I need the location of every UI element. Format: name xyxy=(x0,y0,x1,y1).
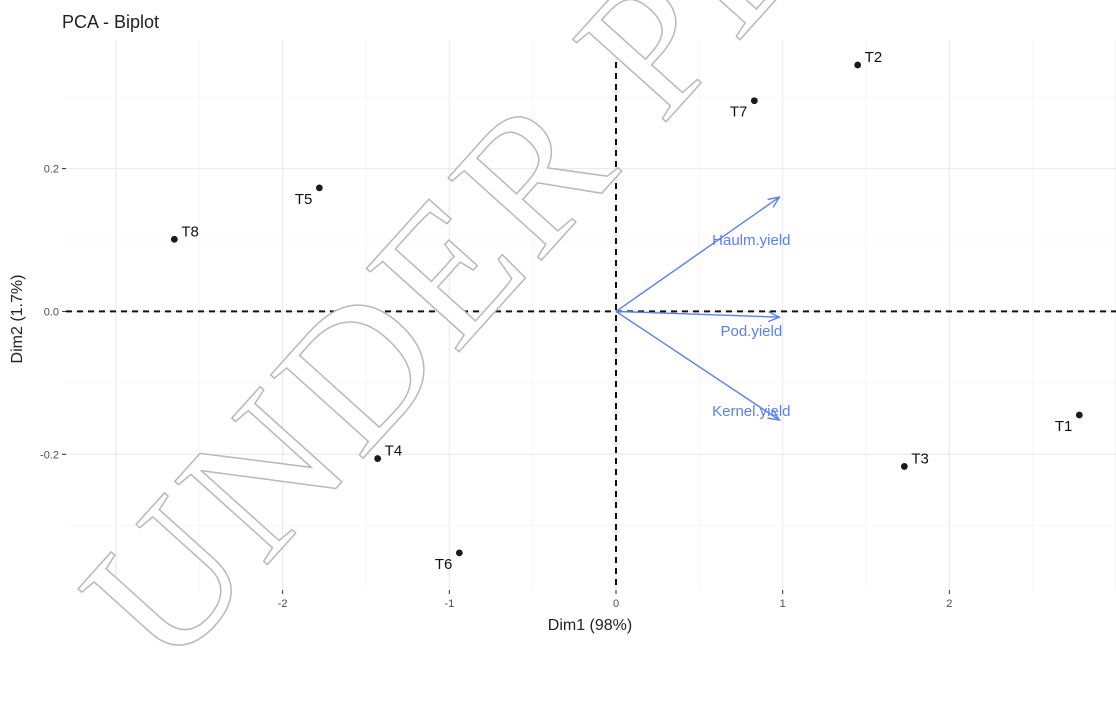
vector-arrow xyxy=(615,196,780,313)
pca-biplot-chart: PCA - Biplot Haulm.yield Pod.yield Kernel.… xyxy=(9,12,1116,634)
y-axis-label: Dim2 (1.7%) xyxy=(9,275,26,364)
point-label: T2 xyxy=(865,49,883,66)
point-t3 xyxy=(900,463,908,470)
point-t8 xyxy=(170,235,178,243)
x-tick-label: -1 xyxy=(444,598,454,610)
point-label: T3 xyxy=(911,450,929,467)
vector-arrow xyxy=(615,310,780,421)
point-label: T7 xyxy=(730,104,748,121)
y-tick-label: -0.2 xyxy=(40,449,59,461)
y-tick-label: 0.2 xyxy=(44,164,59,176)
observation-points: T1 T2 T3 T4 T5 T6 T7 T8 xyxy=(170,49,1083,573)
x-tick-label: 1 xyxy=(780,598,786,610)
point-label: T5 xyxy=(295,191,313,208)
point-label: T6 xyxy=(435,556,453,573)
x-tick-label: -2 xyxy=(278,598,288,610)
point-label: T4 xyxy=(385,443,403,460)
axes: -2 -1 0 1 2 -0.2 0.0 0.2 xyxy=(40,164,952,610)
x-axis-label: Dim1 (98%) xyxy=(548,617,632,634)
x-tick-label: 2 xyxy=(946,598,952,610)
point-t7 xyxy=(750,97,758,105)
point-t6 xyxy=(455,549,463,557)
point-t2 xyxy=(854,61,862,69)
vector-arrowhead xyxy=(767,311,782,323)
point-label: T8 xyxy=(181,223,199,240)
vector-label: Pod.yield xyxy=(720,323,782,340)
vector-arrowhead xyxy=(767,196,781,208)
x-tick-label: 0 xyxy=(613,598,619,610)
vector-label: Haulm.yield xyxy=(712,232,790,249)
grid xyxy=(66,40,1116,590)
y-tick-label: 0.0 xyxy=(44,306,59,318)
vector-arrow xyxy=(615,310,780,318)
vector-arrowhead xyxy=(767,409,781,421)
point-label: T1 xyxy=(1055,418,1073,435)
reference-lines xyxy=(66,40,1116,590)
chart-title: PCA - Biplot xyxy=(62,12,159,32)
point-t5 xyxy=(315,184,323,192)
point-t4 xyxy=(374,455,382,462)
vector-label: Kernel.yield xyxy=(712,403,790,420)
variable-vectors: Haulm.yield Pod.yield Kernel.yield xyxy=(615,196,791,421)
point-t1 xyxy=(1075,411,1083,419)
